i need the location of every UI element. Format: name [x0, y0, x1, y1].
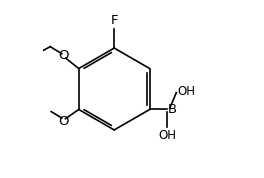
Text: OH: OH	[177, 85, 195, 98]
Text: OH: OH	[158, 129, 176, 142]
Text: O: O	[58, 114, 69, 128]
Text: B: B	[167, 103, 177, 116]
Text: F: F	[110, 14, 118, 27]
Text: O: O	[58, 49, 69, 62]
